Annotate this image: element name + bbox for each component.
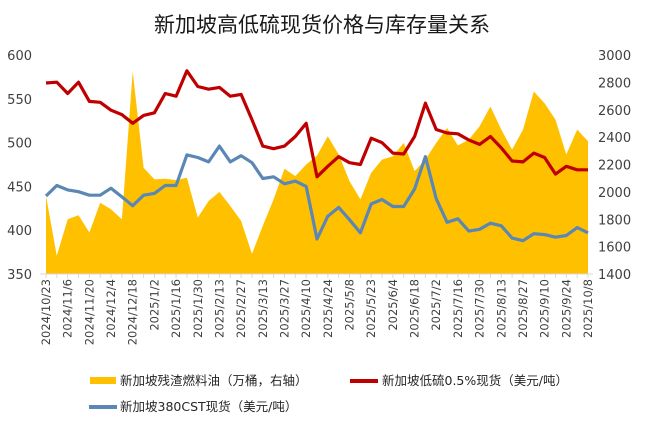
cst380-price-line	[44, 144, 589, 243]
right-axis-ticks: 1400 1600 1800 2000 2200 2400 2600 2800 3000	[598, 49, 631, 283]
legend-label-lsfo: 新加坡低硫0.5%现货（美元/吨）	[382, 373, 568, 388]
left-tick-label: 350	[7, 268, 32, 283]
right-tick-label: 2000	[598, 186, 631, 201]
x-axis-ticks: 2024/10/23 2024/11/6 2024/11/20 2024/12/4 20…	[39, 274, 595, 345]
x-tick-label: 2024/10/23	[39, 279, 53, 345]
left-tick-label: 450	[7, 180, 32, 195]
x-tick-label: 2024/11/6	[61, 279, 75, 338]
price-lines-layer	[44, 69, 589, 243]
x-tick-label: 2025/8/27	[516, 279, 530, 338]
left-tick-label: 600	[7, 49, 32, 64]
right-tick-label: 1800	[598, 213, 631, 228]
right-tick-label: 1400	[598, 268, 631, 283]
x-tick-label: 2025/8/13	[494, 279, 508, 338]
legend-label-inventory: 新加坡残渣燃料油（万桶，右轴）	[120, 373, 308, 388]
left-tick-label: 500	[7, 137, 32, 152]
x-tick-label: 2025/1/2	[147, 279, 161, 331]
x-tick-label: 2025/4/10	[299, 279, 313, 338]
x-tick-label: 2025/2/13	[212, 279, 226, 338]
x-tick-label: 2024/11/20	[82, 279, 96, 345]
right-tick-label: 3000	[598, 49, 631, 64]
legend-swatch-inventory	[90, 377, 116, 384]
x-tick-label: 2025/7/16	[451, 279, 465, 338]
x-tick-label: 2025/1/30	[191, 279, 205, 338]
x-tick-label: 2025/5/23	[364, 279, 378, 338]
left-tick-label: 400	[7, 224, 32, 239]
left-tick-label: 550	[7, 93, 32, 108]
x-tick-label: 2025/1/16	[169, 279, 183, 338]
right-tick-label: 2800	[598, 76, 631, 91]
left-axis-ticks: 350 400 450 500 550 600	[7, 49, 32, 283]
x-tick-label: 2025/7/30	[473, 279, 487, 338]
right-tick-label: 2600	[598, 104, 631, 119]
x-tick-label: 2025/5/8	[343, 279, 357, 331]
x-tick-label: 2024/12/18	[126, 279, 140, 345]
x-tick-label: 2025/4/24	[321, 279, 335, 338]
right-tick-label: 1600	[598, 241, 631, 256]
x-tick-label: 2025/10/8	[581, 279, 595, 338]
x-tick-label: 2025/3/13	[256, 279, 270, 338]
right-tick-label: 2200	[598, 159, 631, 174]
x-tick-label: 2025/6/18	[408, 279, 422, 338]
chart-title: 新加坡高低硫现货价格与库存量关系	[154, 13, 490, 37]
x-tick-label: 2025/6/4	[386, 279, 400, 331]
x-tick-label: 2025/2/27	[234, 279, 248, 338]
x-tick-label: 2024/12/4	[104, 279, 118, 338]
x-tick-label: 2025/9/24	[559, 279, 573, 338]
legend-label-380cst: 新加坡380CST现货（美元/吨）	[120, 399, 297, 414]
x-tick-label: 2025/3/27	[277, 279, 291, 338]
lsfo-price-line	[45, 69, 588, 179]
x-tick-label: 2025/7/2	[429, 279, 443, 331]
right-tick-label: 2400	[598, 131, 631, 146]
x-tick-label: 2025/9/10	[538, 279, 552, 338]
legend: 新加坡残渣燃料油（万桶，右轴） 新加坡低硫0.5%现货（美元/吨） 新加坡380…	[89, 373, 568, 414]
